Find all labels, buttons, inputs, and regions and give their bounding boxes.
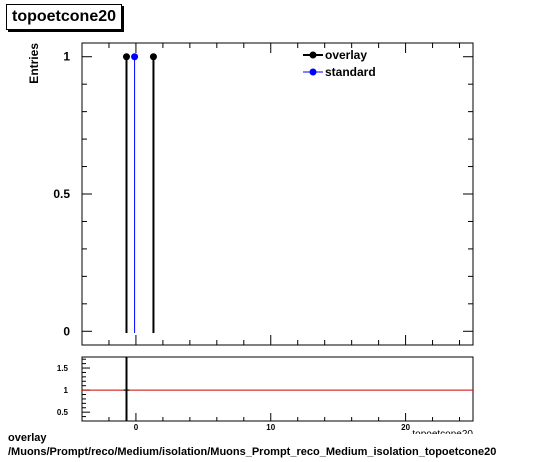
ratio-plot-frame — [81, 356, 474, 422]
y-tick-label: 1 — [63, 50, 70, 64]
y-axis-label: Entries — [27, 43, 41, 84]
main-axis-ticks: 00.51 — [53, 43, 473, 345]
ratio-x-tick-label: 0 — [134, 423, 139, 432]
chart-title: topoetcone20 — [6, 4, 123, 30]
main-plot-marks — [122, 53, 157, 333]
y-tick-label: 0 — [63, 324, 70, 338]
x-axis-label: topoetcone20 — [412, 429, 473, 440]
y-tick-label: 0.5 — [53, 187, 70, 201]
main-plot-frame — [81, 42, 474, 346]
ratio-x-tick-label: 10 — [266, 423, 275, 432]
ratio-y-tick-label: 1.5 — [57, 364, 69, 373]
data-point-overlay — [122, 53, 130, 61]
legend-marker-standard-dot — [309, 68, 317, 76]
ratio-axis-ticks: 0.5 1 1.5 0 10 20 — [57, 358, 461, 432]
legend: overlay standard — [303, 48, 376, 79]
legend-label-standard: standard — [325, 65, 376, 79]
ratio-x-tick-label: 20 — [401, 423, 410, 432]
ratio-y-tick-label: 1 — [64, 386, 69, 395]
ratio-plot-marks — [82, 357, 473, 421]
data-point-standard — [131, 53, 139, 61]
legend-marker-overlay-dot — [309, 51, 317, 59]
footer-path: /Muons/Prompt/reco/Medium/isolation/Muon… — [8, 446, 497, 458]
legend-label-overlay: overlay — [325, 48, 367, 62]
footer-line-1: overlay — [8, 432, 47, 444]
data-point-overlay — [149, 53, 157, 61]
ratio-y-tick-label: 0.5 — [57, 408, 69, 417]
